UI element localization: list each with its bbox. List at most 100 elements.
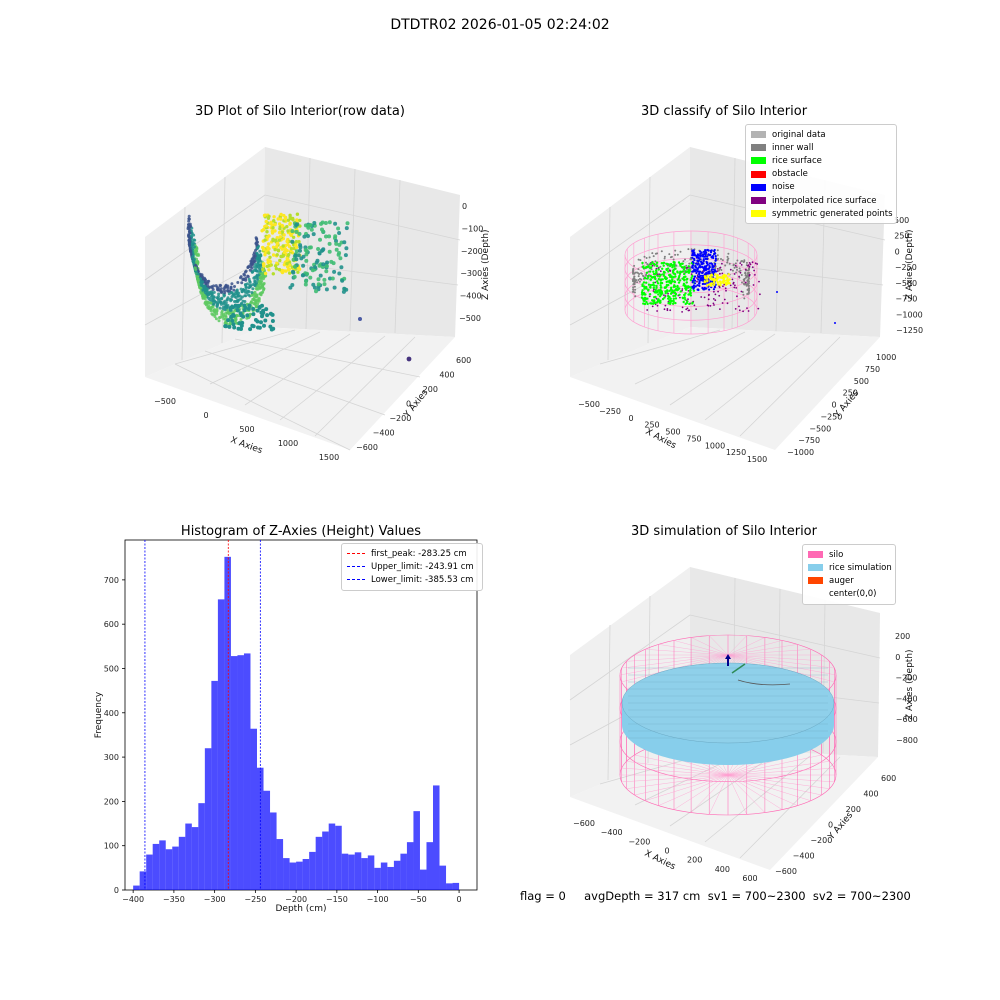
p1-point bbox=[293, 253, 298, 258]
p1-point bbox=[287, 253, 291, 257]
p2-wall-point bbox=[726, 255, 729, 258]
p1-point bbox=[317, 251, 322, 256]
p1-point bbox=[242, 272, 246, 276]
p2-wall-point bbox=[632, 272, 635, 275]
p1-point bbox=[254, 294, 258, 298]
p1-point bbox=[192, 238, 196, 242]
p1-point bbox=[311, 282, 316, 287]
p1-point bbox=[189, 225, 193, 228]
p1-point bbox=[196, 261, 200, 265]
p1-ytick-4: 200 bbox=[423, 385, 438, 394]
p1-point bbox=[270, 312, 275, 317]
p1-point bbox=[340, 278, 345, 283]
p1-point bbox=[251, 306, 256, 311]
p4-legend-label: rice simulation bbox=[829, 562, 892, 573]
p2-wall-point bbox=[674, 249, 677, 252]
p4-legend-item: silo bbox=[808, 548, 890, 561]
panel1-point-cloud bbox=[186, 212, 350, 332]
p1-point bbox=[219, 301, 223, 304]
p1-point bbox=[203, 291, 207, 295]
p1-point bbox=[334, 239, 338, 243]
p2-wall-point bbox=[676, 253, 679, 256]
p1-point bbox=[248, 285, 252, 289]
p4-legend-swatch bbox=[808, 551, 823, 559]
p1-point bbox=[247, 290, 251, 294]
p1-point bbox=[201, 296, 205, 300]
p4-legend-label: silo bbox=[829, 549, 844, 560]
p1-point bbox=[333, 221, 338, 226]
p2-wall-point bbox=[741, 281, 743, 284]
p1-point bbox=[194, 270, 198, 274]
p1-point bbox=[241, 278, 245, 282]
p1-point bbox=[337, 231, 342, 235]
p4-xtick-6: 600 bbox=[742, 874, 757, 883]
p4-legend-item: rice simulation bbox=[808, 561, 892, 574]
p1-point bbox=[324, 269, 329, 274]
p1-ytick-6: 600 bbox=[456, 356, 471, 365]
p1-point bbox=[321, 229, 326, 234]
p1-point bbox=[277, 230, 282, 235]
p1-point bbox=[302, 234, 307, 239]
p2-wall-point bbox=[632, 267, 635, 270]
p2-wall-point bbox=[682, 260, 685, 263]
p1-point bbox=[239, 327, 243, 331]
p2-wall-point bbox=[637, 272, 640, 275]
p1-point bbox=[291, 218, 295, 222]
p1-ytick-1: −400 bbox=[373, 429, 395, 438]
p1-point bbox=[215, 296, 219, 300]
p2-wall-point bbox=[632, 290, 635, 293]
p4-legend-label: auger bbox=[829, 575, 854, 586]
p1-point bbox=[204, 280, 208, 284]
p1-ytick-2: −200 bbox=[389, 414, 411, 423]
p1-point bbox=[278, 258, 282, 263]
p1-point bbox=[254, 300, 258, 304]
p1-point bbox=[273, 229, 277, 233]
p2-wall-point bbox=[645, 257, 648, 259]
p1-point bbox=[279, 217, 283, 221]
p1-point bbox=[294, 229, 299, 234]
p1-point bbox=[251, 270, 255, 274]
p1-point bbox=[275, 242, 279, 246]
p1-point bbox=[239, 318, 243, 321]
p1-point bbox=[214, 317, 218, 321]
p2-wall-point bbox=[716, 254, 719, 257]
p1-point bbox=[305, 271, 310, 276]
p1-point bbox=[253, 290, 257, 294]
p2-wall-point bbox=[632, 286, 635, 289]
p1-point bbox=[239, 275, 243, 279]
panel4-x-label: X Axies bbox=[643, 849, 678, 873]
p1-point bbox=[338, 256, 343, 261]
p1-point bbox=[236, 303, 241, 308]
p1-point bbox=[256, 287, 260, 291]
p1-point bbox=[286, 258, 290, 262]
p1-point bbox=[222, 287, 226, 291]
p2-wall-point bbox=[735, 271, 738, 274]
p1-point bbox=[189, 250, 193, 254]
p4-ytick-0: −600 bbox=[775, 867, 797, 876]
p2-wall-point bbox=[663, 255, 666, 258]
p1-point bbox=[274, 267, 279, 271]
p1-point bbox=[226, 289, 230, 293]
p1-point bbox=[208, 290, 212, 294]
p1-point bbox=[297, 231, 302, 236]
p1-point bbox=[343, 253, 348, 258]
p1-point bbox=[228, 307, 233, 312]
p1-point bbox=[211, 305, 215, 309]
p1-point bbox=[275, 253, 279, 257]
p1-point bbox=[263, 253, 267, 257]
p1-point bbox=[336, 226, 341, 231]
p1-point bbox=[332, 285, 337, 290]
p1-point bbox=[218, 306, 222, 310]
p1-point bbox=[267, 251, 271, 255]
p4-xtick-0: −600 bbox=[573, 819, 595, 828]
p1-point bbox=[245, 313, 250, 318]
p1-point bbox=[230, 318, 235, 323]
p4-xtick-4: 200 bbox=[687, 856, 702, 865]
p2-wall-point bbox=[669, 256, 672, 259]
p2-wall-point bbox=[733, 266, 736, 269]
p1-point bbox=[270, 223, 274, 227]
p1-point bbox=[236, 298, 240, 302]
p2-wall-point bbox=[739, 269, 742, 272]
p4-xtick-1: −400 bbox=[601, 828, 623, 837]
